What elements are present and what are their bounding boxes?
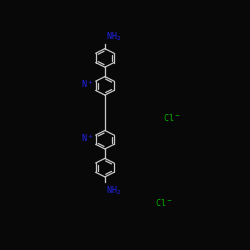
Text: NH$_2$: NH$_2$ [106, 30, 121, 42]
Text: Cl$^-$: Cl$^-$ [163, 112, 180, 123]
Text: N$^+$: N$^+$ [80, 132, 93, 144]
Text: Cl$^-$: Cl$^-$ [155, 197, 173, 208]
Text: NH$_2$: NH$_2$ [106, 184, 121, 197]
Text: N$^+$: N$^+$ [80, 78, 93, 90]
